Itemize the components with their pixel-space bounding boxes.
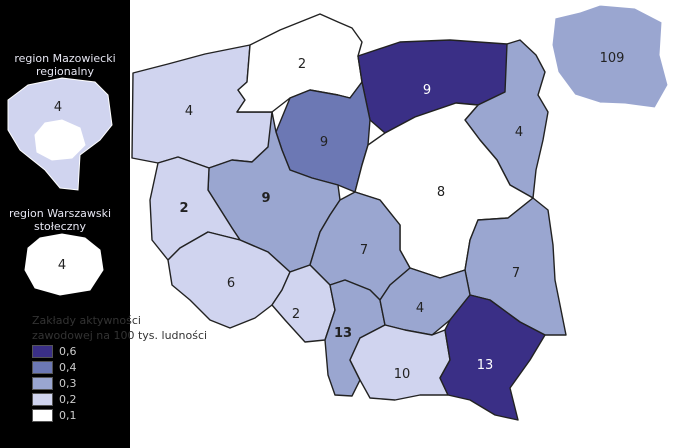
label-podkarpackie: 13: [477, 358, 494, 373]
label-dolnoslaskie: 6: [227, 276, 235, 291]
inset-mazowiecki-hole: [34, 119, 86, 161]
inset-poland-shape: [551, 4, 669, 109]
legend-item-label: 0,3: [59, 376, 77, 390]
label-lubuskie: 2: [179, 201, 188, 216]
legend-item: 0,6: [32, 343, 242, 359]
legend-swatch: [32, 408, 53, 422]
label-kujawsko-pomorskie: 9: [320, 135, 328, 150]
legend-item: 0,3: [32, 375, 242, 391]
inset-mazowiecki-title: region Mazowiecki regionalny: [14, 52, 116, 78]
inset-warszawski-shape: [24, 233, 104, 296]
legend-swatch: [32, 392, 53, 406]
region-opolskie: [271, 264, 336, 343]
label-mazowiecki-regionalny: 4: [54, 100, 62, 115]
legend-item: 0,2: [32, 391, 242, 407]
label-slaskie: 13: [334, 326, 352, 341]
inset-warszawski-title: region Warszawski stołeczny: [8, 207, 112, 233]
label-warminsko-mazurskie: 9: [423, 83, 431, 98]
legend-item: 0,1: [32, 407, 242, 423]
label-opolskie: 2: [292, 307, 300, 322]
region-podkarpackie: [439, 294, 546, 421]
legend-swatch: [32, 360, 53, 374]
label-zachodniopomorskie: 4: [185, 104, 193, 119]
legend-item: 0,4: [32, 359, 242, 375]
legend-item-label: 0,2: [59, 392, 77, 406]
legend-swatch: [32, 344, 53, 358]
legend-item-label: 0,1: [59, 408, 77, 422]
region-malopolskie: [349, 324, 451, 401]
label-poland-total: 109: [600, 51, 625, 66]
region-labels: 4 2 9 4 9 9 2 8 7 7 6 2 13 4 10 13 109 4…: [54, 51, 625, 382]
label-lodzkie: 7: [360, 243, 368, 258]
legend: Zakłady aktywności zawodowej na 100 tys.…: [32, 313, 242, 423]
label-wielkopolskie: 9: [261, 191, 270, 206]
label-podlaskie: 4: [515, 125, 523, 140]
label-swietokrzyskie: 4: [416, 301, 424, 316]
label-pomorskie: 2: [298, 57, 306, 72]
legend-item-label: 0,6: [59, 344, 77, 358]
label-mazowieckie: 8: [437, 185, 445, 200]
legend-item-label: 0,4: [59, 360, 77, 374]
legend-swatch: [32, 376, 53, 390]
legend-title-line1: Zakłady aktywności: [32, 314, 141, 327]
label-lubelskie: 7: [512, 266, 520, 281]
legend-title-line2: zawodowej na 100 tys. ludności: [32, 329, 208, 342]
label-warszawski-stoleczny: 4: [58, 258, 66, 273]
label-malopolskie: 10: [394, 367, 411, 382]
